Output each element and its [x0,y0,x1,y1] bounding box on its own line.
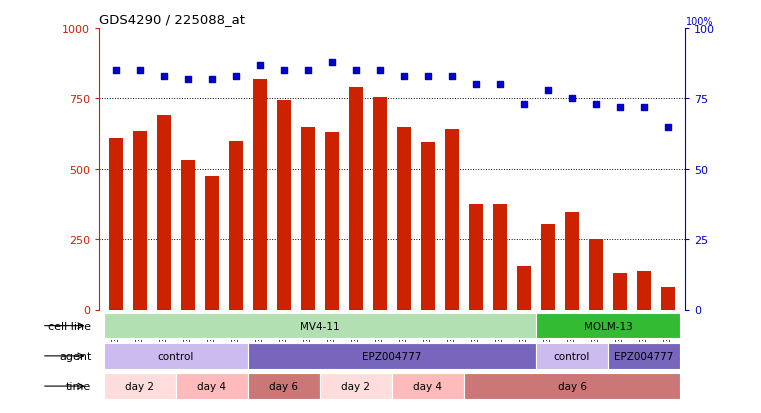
Bar [277,100,291,310]
Text: control: control [554,351,591,361]
Text: MV4-11: MV4-11 [300,321,339,331]
Point [374,68,386,74]
Point [470,82,482,88]
Point [446,74,458,80]
Bar [103,343,248,369]
Text: GDS4290 / 225088_at: GDS4290 / 225088_at [99,13,245,26]
Text: control: control [158,351,194,361]
Bar [661,287,675,310]
Bar [132,131,147,310]
Point [158,74,170,80]
Bar [301,127,315,310]
Text: day 2: day 2 [126,381,154,391]
Text: time: time [66,381,91,391]
Point [566,96,578,102]
Bar [248,373,320,399]
Bar [176,373,248,399]
Point [494,82,506,88]
Point [182,76,194,83]
Bar [469,204,483,310]
Point [205,76,218,83]
Point [350,68,362,74]
Point [230,74,242,80]
Bar [325,133,339,310]
Point [638,104,650,111]
Text: cell line: cell line [48,321,91,331]
Bar [180,161,195,310]
Bar [536,343,608,369]
Bar [464,373,680,399]
Point [134,68,146,74]
Text: day 6: day 6 [558,381,587,391]
Text: day 6: day 6 [269,381,298,391]
Point [302,68,314,74]
Bar [392,373,464,399]
Point [614,104,626,111]
Text: day 4: day 4 [413,381,442,391]
Text: EPZ004777: EPZ004777 [614,351,673,361]
Bar [541,224,556,310]
Point [110,68,122,74]
Bar [444,130,459,310]
Point [278,68,290,74]
Bar [589,240,603,310]
Text: day 2: day 2 [342,381,371,391]
Bar [248,343,536,369]
Point [542,88,554,94]
Bar [608,343,680,369]
Bar [109,138,123,310]
Bar [228,141,243,310]
Bar [103,373,176,399]
Point [422,74,434,80]
Point [398,74,410,80]
Point [253,62,266,69]
Text: MOLM-13: MOLM-13 [584,321,632,331]
Text: 100%: 100% [686,17,713,27]
Bar [253,79,267,310]
Bar [421,142,435,310]
Point [662,124,674,131]
Bar [373,98,387,310]
Bar [536,313,680,339]
Bar [103,313,536,339]
Bar [613,273,627,310]
Bar [637,272,651,310]
Bar [320,373,392,399]
Text: EPZ004777: EPZ004777 [362,351,422,361]
Text: day 4: day 4 [197,381,226,391]
Point [326,59,338,66]
Bar [205,176,219,310]
Bar [157,116,171,310]
Bar [349,88,363,310]
Bar [396,127,411,310]
Bar [565,213,579,310]
Point [590,102,602,108]
Bar [493,204,507,310]
Point [518,102,530,108]
Bar [517,266,531,310]
Text: agent: agent [59,351,91,361]
